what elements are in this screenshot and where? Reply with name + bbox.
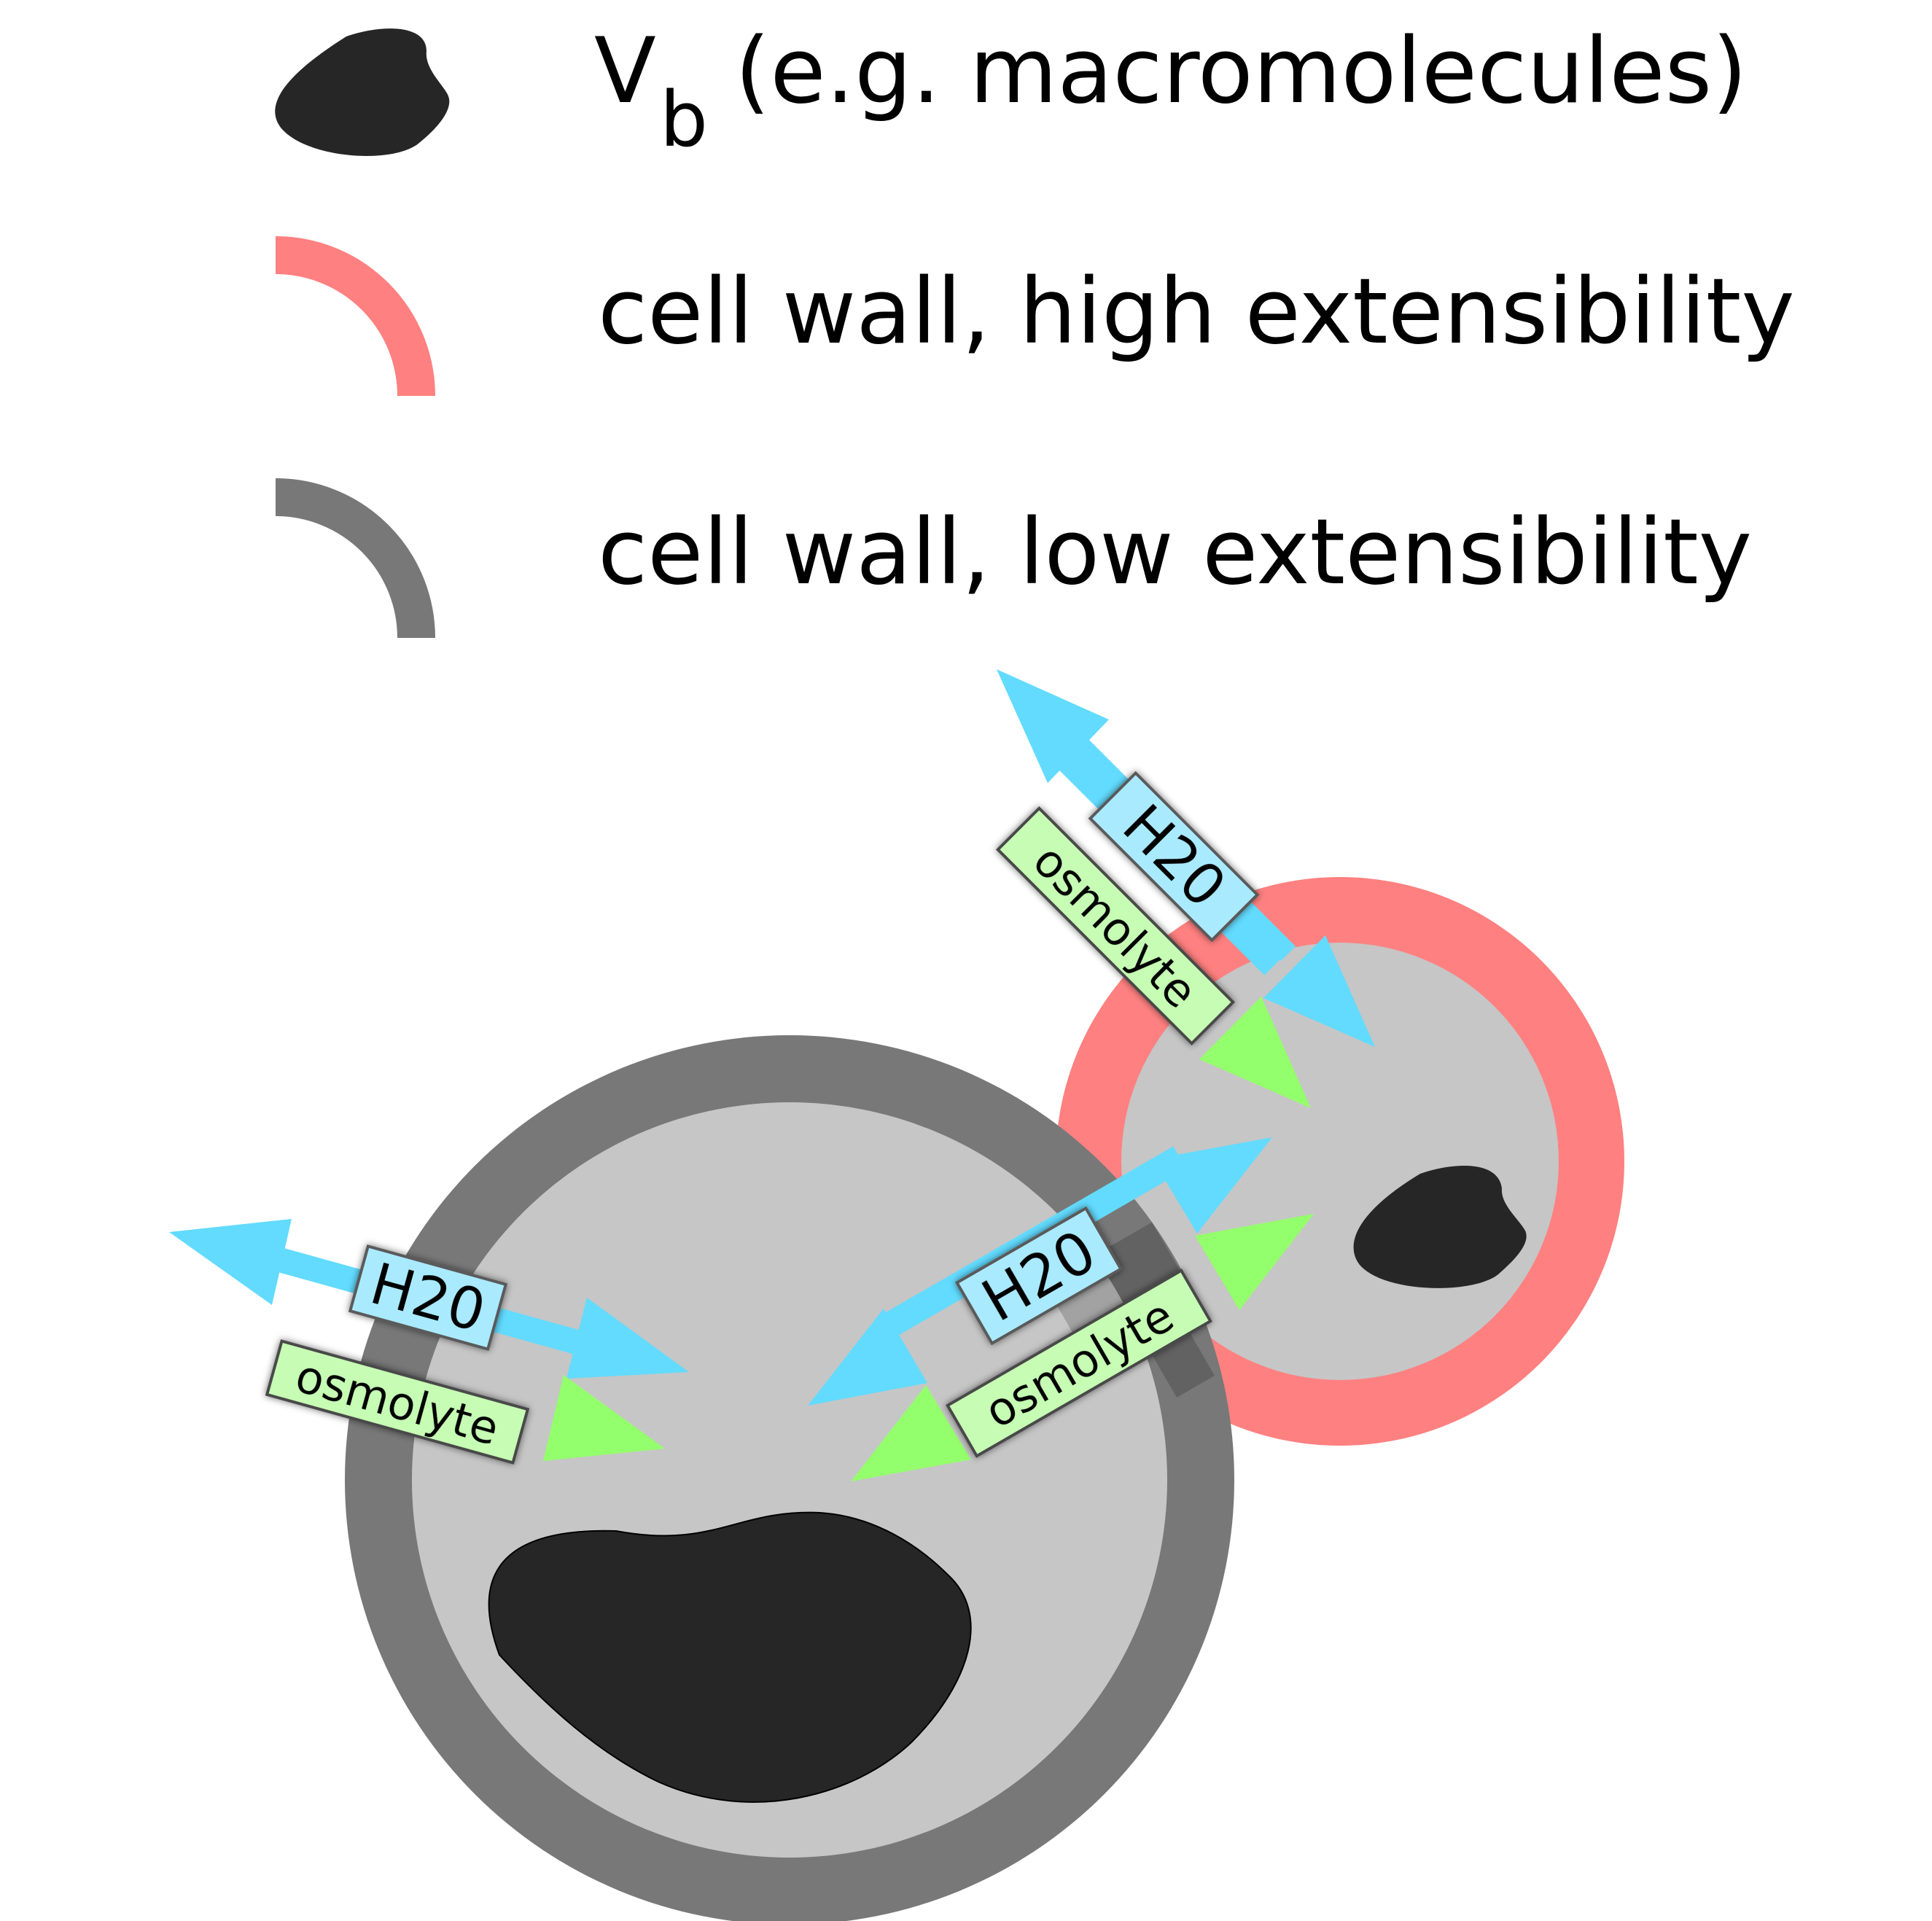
left-water-arrow-head-in <box>566 1298 689 1379</box>
legend-high-extensibility-icon <box>275 236 435 397</box>
legend-low-extensibility-icon <box>275 478 435 639</box>
top-osmolyte-arrow-head <box>1199 997 1311 1108</box>
middle-water-arrow-head-small <box>1153 1137 1272 1234</box>
middle-osmolyte-arrow-head-large <box>851 1385 971 1481</box>
large-cell-macromolecule <box>488 1511 972 1803</box>
small-cell-macromolecule <box>1353 1165 1527 1288</box>
top-water-arrow-head-out <box>997 669 1109 783</box>
legend-high-extensibility-label: cell wall, high extensibility <box>598 260 1795 365</box>
legend-macromolecule-subscript: b <box>660 75 708 164</box>
legend-low-extensibility-label: cell wall, low extensibility <box>598 500 1752 605</box>
left-water-arrow-head-out <box>169 1219 292 1305</box>
large-cell <box>345 1035 1234 1921</box>
top-water-arrow-head-in <box>1263 935 1375 1047</box>
middle-osmolyte-arrow-head-small <box>1195 1214 1314 1310</box>
legend-macromolecule-icon <box>275 28 450 156</box>
legend-macromolecule-symbol: V <box>594 19 656 124</box>
left-osmolyte-arrow-head <box>543 1375 665 1461</box>
legend-macromolecule-label: (e.g. macromolecules) <box>735 19 1748 124</box>
legend: V b (e.g. macromolecules) cell wall, hig… <box>275 19 1795 639</box>
